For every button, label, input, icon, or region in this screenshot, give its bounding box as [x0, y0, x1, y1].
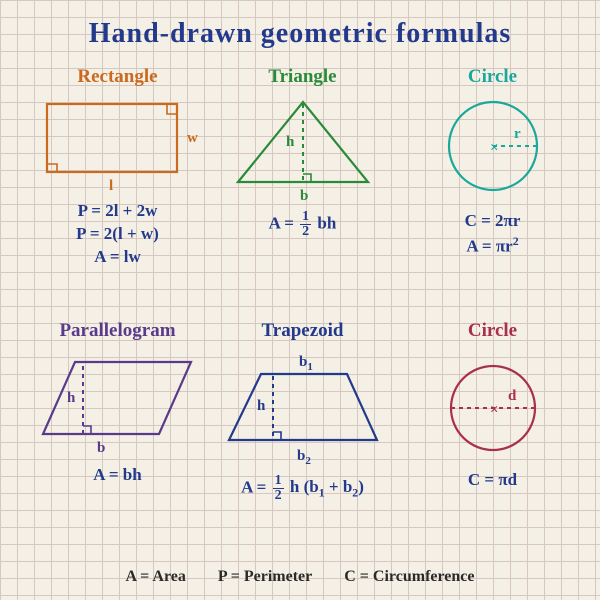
circle-d-formulas: C = πd: [400, 469, 585, 492]
page-title: Hand-drawn geometric formulas: [0, 18, 600, 50]
parallelogram-shape: h b: [33, 348, 203, 458]
triangle-f1: A = 12 bh: [210, 210, 395, 239]
triangle-label-b: b: [300, 188, 308, 204]
cell-circle-radius: Circle × r C = 2πr A = πr2: [400, 66, 585, 259]
cell-circle-diameter: Circle × d C = πd: [400, 320, 585, 492]
triangle-label-h: h: [286, 134, 295, 150]
trapezoid-shape: b1 h b2: [213, 348, 393, 468]
parallelogram-f1: A = bh: [25, 464, 210, 487]
triangle-title: Triangle: [210, 66, 395, 88]
rectangle-title: Rectangle: [25, 66, 210, 88]
rectangle-f2: P = 2(l + w): [25, 223, 210, 246]
triangle-formulas: A = 12 bh: [210, 210, 395, 239]
rectangle-label-l: l: [109, 178, 113, 194]
legend-area: A = Area: [125, 568, 185, 585]
trapezoid-f1: A = 12 h (b1 + b2): [210, 474, 395, 503]
svg-text:×: ×: [490, 140, 499, 156]
circle-d-title: Circle: [400, 320, 585, 342]
rectangle-f1: P = 2l + 2w: [25, 200, 210, 223]
legend-circumference: C = Circumference: [344, 568, 474, 585]
circle-r-f1: C = 2πr: [400, 210, 585, 233]
rectangle-shape: w l: [35, 94, 200, 194]
trapezoid-title: Trapezoid: [210, 320, 395, 342]
triangle-shape: h b: [218, 94, 388, 204]
parallelogram-label-b: b: [97, 440, 105, 456]
circle-r-formulas: C = 2πr A = πr2: [400, 210, 585, 259]
parallelogram-formulas: A = bh: [25, 464, 210, 487]
trapezoid-label-h: h: [257, 398, 266, 414]
rectangle-label-w: w: [187, 130, 198, 146]
trapezoid-label-b2: b2: [297, 448, 311, 467]
circle-d-f1: C = πd: [400, 469, 585, 492]
cell-parallelogram: Parallelogram h b A = bh: [25, 320, 210, 487]
cell-triangle: Triangle h b A = 12 bh: [210, 66, 395, 239]
parallelogram-label-h: h: [67, 390, 76, 406]
trapezoid-label-b1: b1: [299, 354, 313, 373]
circle-r-label-r: r: [514, 126, 521, 142]
legend-perimeter: P = Perimeter: [218, 568, 312, 585]
rectangle-f3: A = lw: [25, 246, 210, 269]
svg-text:×: ×: [490, 402, 499, 418]
cell-rectangle: Rectangle w l P = 2l + 2w P = 2(l + w) A…: [25, 66, 210, 269]
circle-d-shape: × d: [418, 348, 568, 463]
circle-d-label-d: d: [508, 388, 517, 404]
rectangle-formulas: P = 2l + 2w P = 2(l + w) A = lw: [25, 200, 210, 269]
cell-trapezoid: Trapezoid b1 h b2 A = 12 h (b1 + b2): [210, 320, 395, 503]
parallelogram-title: Parallelogram: [25, 320, 210, 342]
circle-r-f2: A = πr2: [400, 233, 585, 259]
circle-r-shape: × r: [418, 94, 568, 204]
legend: A = Area P = Perimeter C = Circumference: [0, 568, 600, 586]
circle-r-title: Circle: [400, 66, 585, 88]
trapezoid-formulas: A = 12 h (b1 + b2): [210, 474, 395, 503]
